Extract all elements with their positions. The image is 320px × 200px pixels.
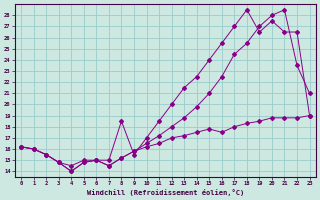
X-axis label: Windchill (Refroidissement éolien,°C): Windchill (Refroidissement éolien,°C) [87, 189, 244, 196]
